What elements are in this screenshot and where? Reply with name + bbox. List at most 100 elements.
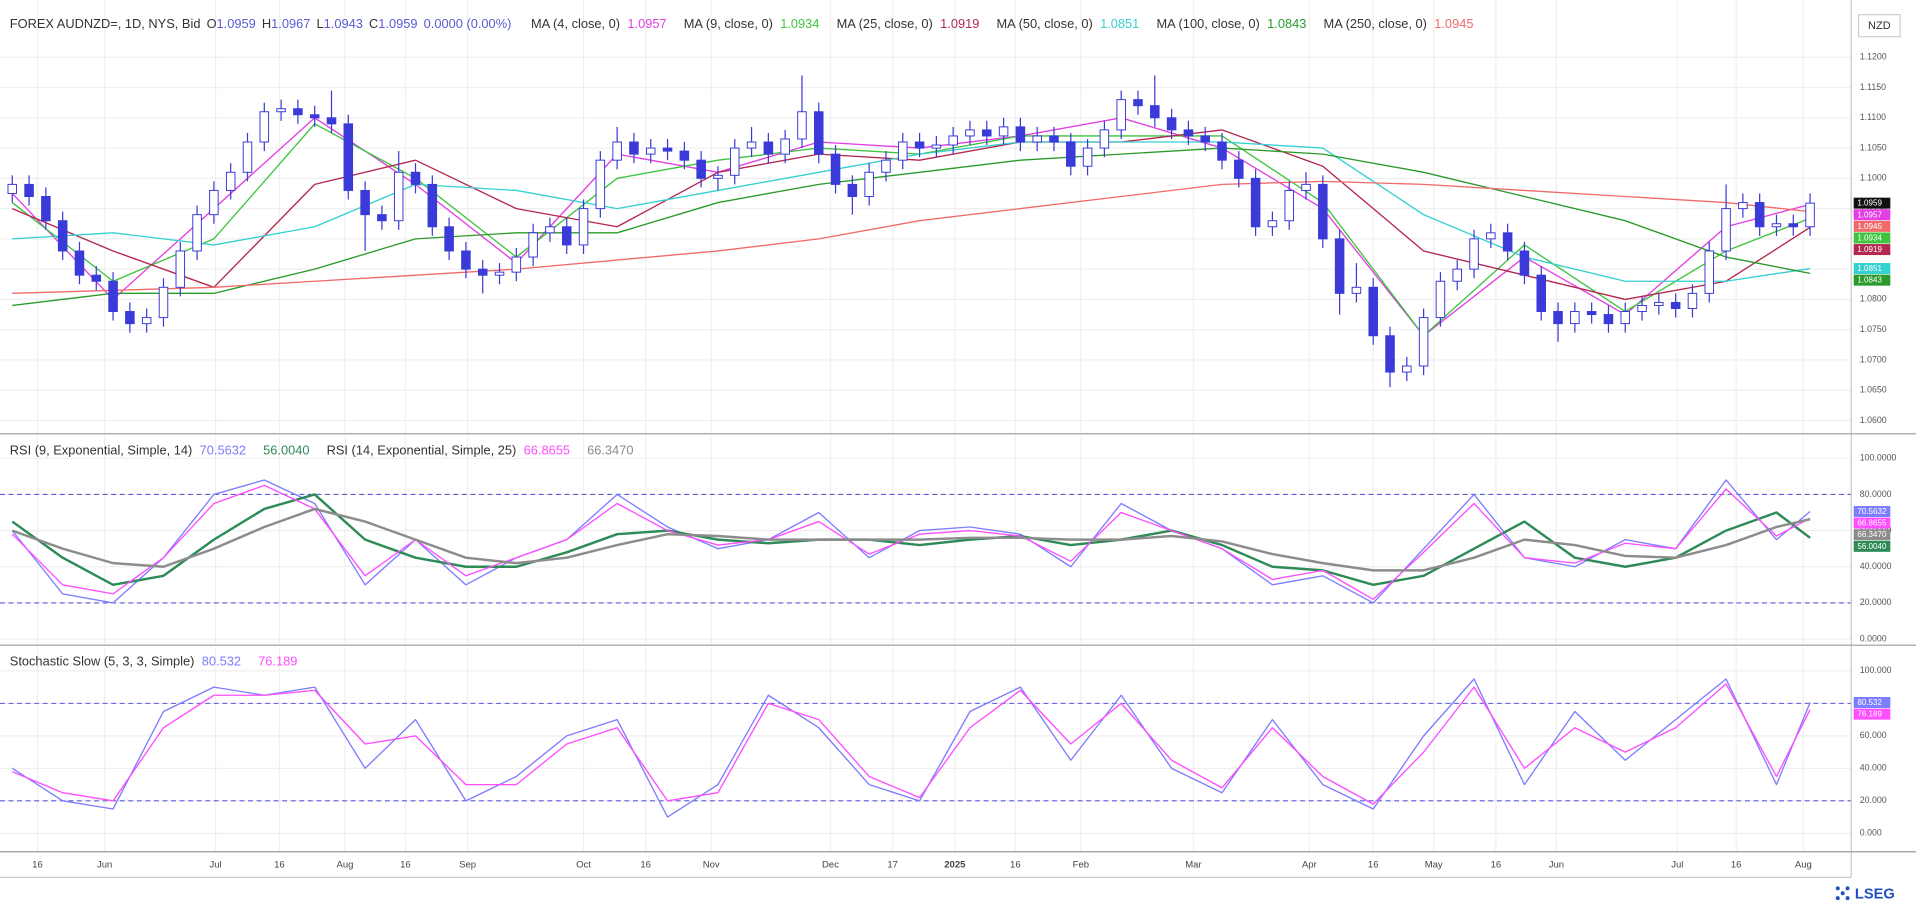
candle-body — [965, 129, 975, 137]
candle-body — [1217, 141, 1227, 161]
candle-body — [511, 256, 522, 273]
badge-label: 1.0851 — [1857, 264, 1882, 273]
value-badge — [1853, 517, 1891, 529]
candle-body — [1015, 126, 1026, 143]
candle-body — [276, 108, 286, 113]
logo-dot — [1840, 891, 1845, 896]
value-badge — [1853, 232, 1891, 244]
value-badge — [1853, 209, 1891, 221]
candle-body — [729, 147, 740, 176]
candle-body — [1267, 220, 1278, 228]
candle-body — [898, 141, 908, 161]
candle-body — [830, 153, 841, 185]
logo-text: LSEG — [1855, 886, 1895, 902]
series-line — [12, 147, 1811, 307]
legend-text: 1.0919 — [940, 16, 979, 31]
x-tick-label: 16 — [640, 860, 651, 871]
candle-body — [1133, 99, 1143, 107]
label-layer: 1.06001.06501.07001.07501.08001.08501.09… — [10, 16, 1897, 871]
candle-body — [545, 226, 555, 234]
candle-body — [125, 311, 135, 325]
logo: LSEG — [1835, 886, 1895, 902]
x-tick-label: 17 — [887, 860, 898, 871]
x-tick-label: Jun — [97, 860, 112, 871]
x-tick-label: Mar — [1185, 860, 1202, 871]
y-tick-label: 1.0750 — [1860, 324, 1887, 334]
candle-body — [1603, 314, 1614, 325]
candle-body — [813, 111, 824, 155]
x-tick-label: Jun — [1549, 860, 1564, 871]
y-tick-label: 1.1050 — [1860, 142, 1887, 152]
candle-body — [141, 317, 152, 325]
legend-text: L — [317, 16, 324, 31]
x-tick-label: Aug — [336, 860, 353, 871]
value-badge — [1853, 540, 1891, 552]
logo-dot — [1835, 886, 1840, 891]
candle-body — [595, 159, 606, 210]
candle-body — [1284, 189, 1294, 222]
x-tick-label: Oct — [576, 860, 591, 871]
candle-body — [1721, 208, 1731, 252]
y-tick-label: 20.0000 — [1860, 597, 1892, 607]
candle-body — [225, 171, 236, 191]
candle-body — [1166, 117, 1177, 131]
candle-body — [881, 159, 891, 173]
candle-body — [427, 183, 438, 228]
candle-body — [1553, 311, 1563, 325]
legend-text: 1.0851 — [1100, 16, 1139, 31]
candle-body — [1536, 274, 1547, 313]
y-tick-label: 1.0650 — [1860, 385, 1887, 395]
candle-body — [24, 183, 34, 197]
candle-body — [360, 189, 370, 216]
value-badge — [1853, 197, 1891, 209]
candle-body — [209, 189, 219, 216]
candle-body — [41, 196, 51, 222]
legend-text: MA (250, close, 0) — [1324, 16, 1427, 31]
candle-body — [57, 220, 68, 252]
y-tick-label: 1.0600 — [1860, 415, 1887, 425]
candle-body — [461, 250, 471, 270]
currency-box[interactable] — [1857, 14, 1901, 38]
value-badge — [1853, 274, 1891, 286]
value-badge — [1853, 697, 1891, 709]
candle-body — [175, 250, 186, 288]
candle-body — [477, 268, 488, 276]
series-line — [12, 683, 1811, 805]
badge-label: 1.0843 — [1857, 276, 1882, 285]
legend-text: 1.0843 — [1267, 16, 1306, 31]
x-tick-label: Nov — [703, 860, 720, 871]
y-tick-label: 0.0000 — [1860, 633, 1887, 643]
candle-body — [293, 108, 303, 116]
candle-body — [393, 171, 404, 222]
candle-body — [1805, 202, 1815, 228]
legend-text: 1.0967 — [271, 16, 310, 31]
candle-body — [1351, 286, 1362, 294]
legend-text: 70.5632 — [200, 442, 246, 457]
candle-body — [1082, 147, 1093, 167]
legend-text: O — [207, 16, 217, 31]
badge-label: 70.5632 — [1857, 507, 1887, 516]
legend-text: C — [369, 16, 378, 31]
candle-body — [1032, 135, 1042, 143]
candle-body — [377, 214, 387, 222]
series-line — [11, 507, 1811, 572]
x-tick-label: Sep — [459, 860, 476, 871]
x-tick-label: 16 — [32, 860, 43, 871]
candle-body — [578, 208, 589, 246]
candle-body — [645, 147, 656, 155]
y-tick-label: 1.1100 — [1860, 112, 1886, 122]
y-tick-label: 40.000 — [1860, 763, 1887, 773]
candle-body — [1099, 129, 1110, 149]
y-tick-label: 1.1200 — [1860, 52, 1887, 62]
legend-text: Stochastic Slow (5, 3, 3, Simple) — [10, 654, 195, 669]
legend-text: H — [262, 16, 271, 31]
candle-body — [679, 150, 690, 161]
candle-body — [1318, 183, 1328, 240]
series-line — [11, 678, 1811, 818]
y-tick-label: 100.000 — [1860, 665, 1892, 675]
value-badge — [1853, 263, 1891, 275]
y-tick-label: 80.0000 — [1860, 489, 1892, 499]
